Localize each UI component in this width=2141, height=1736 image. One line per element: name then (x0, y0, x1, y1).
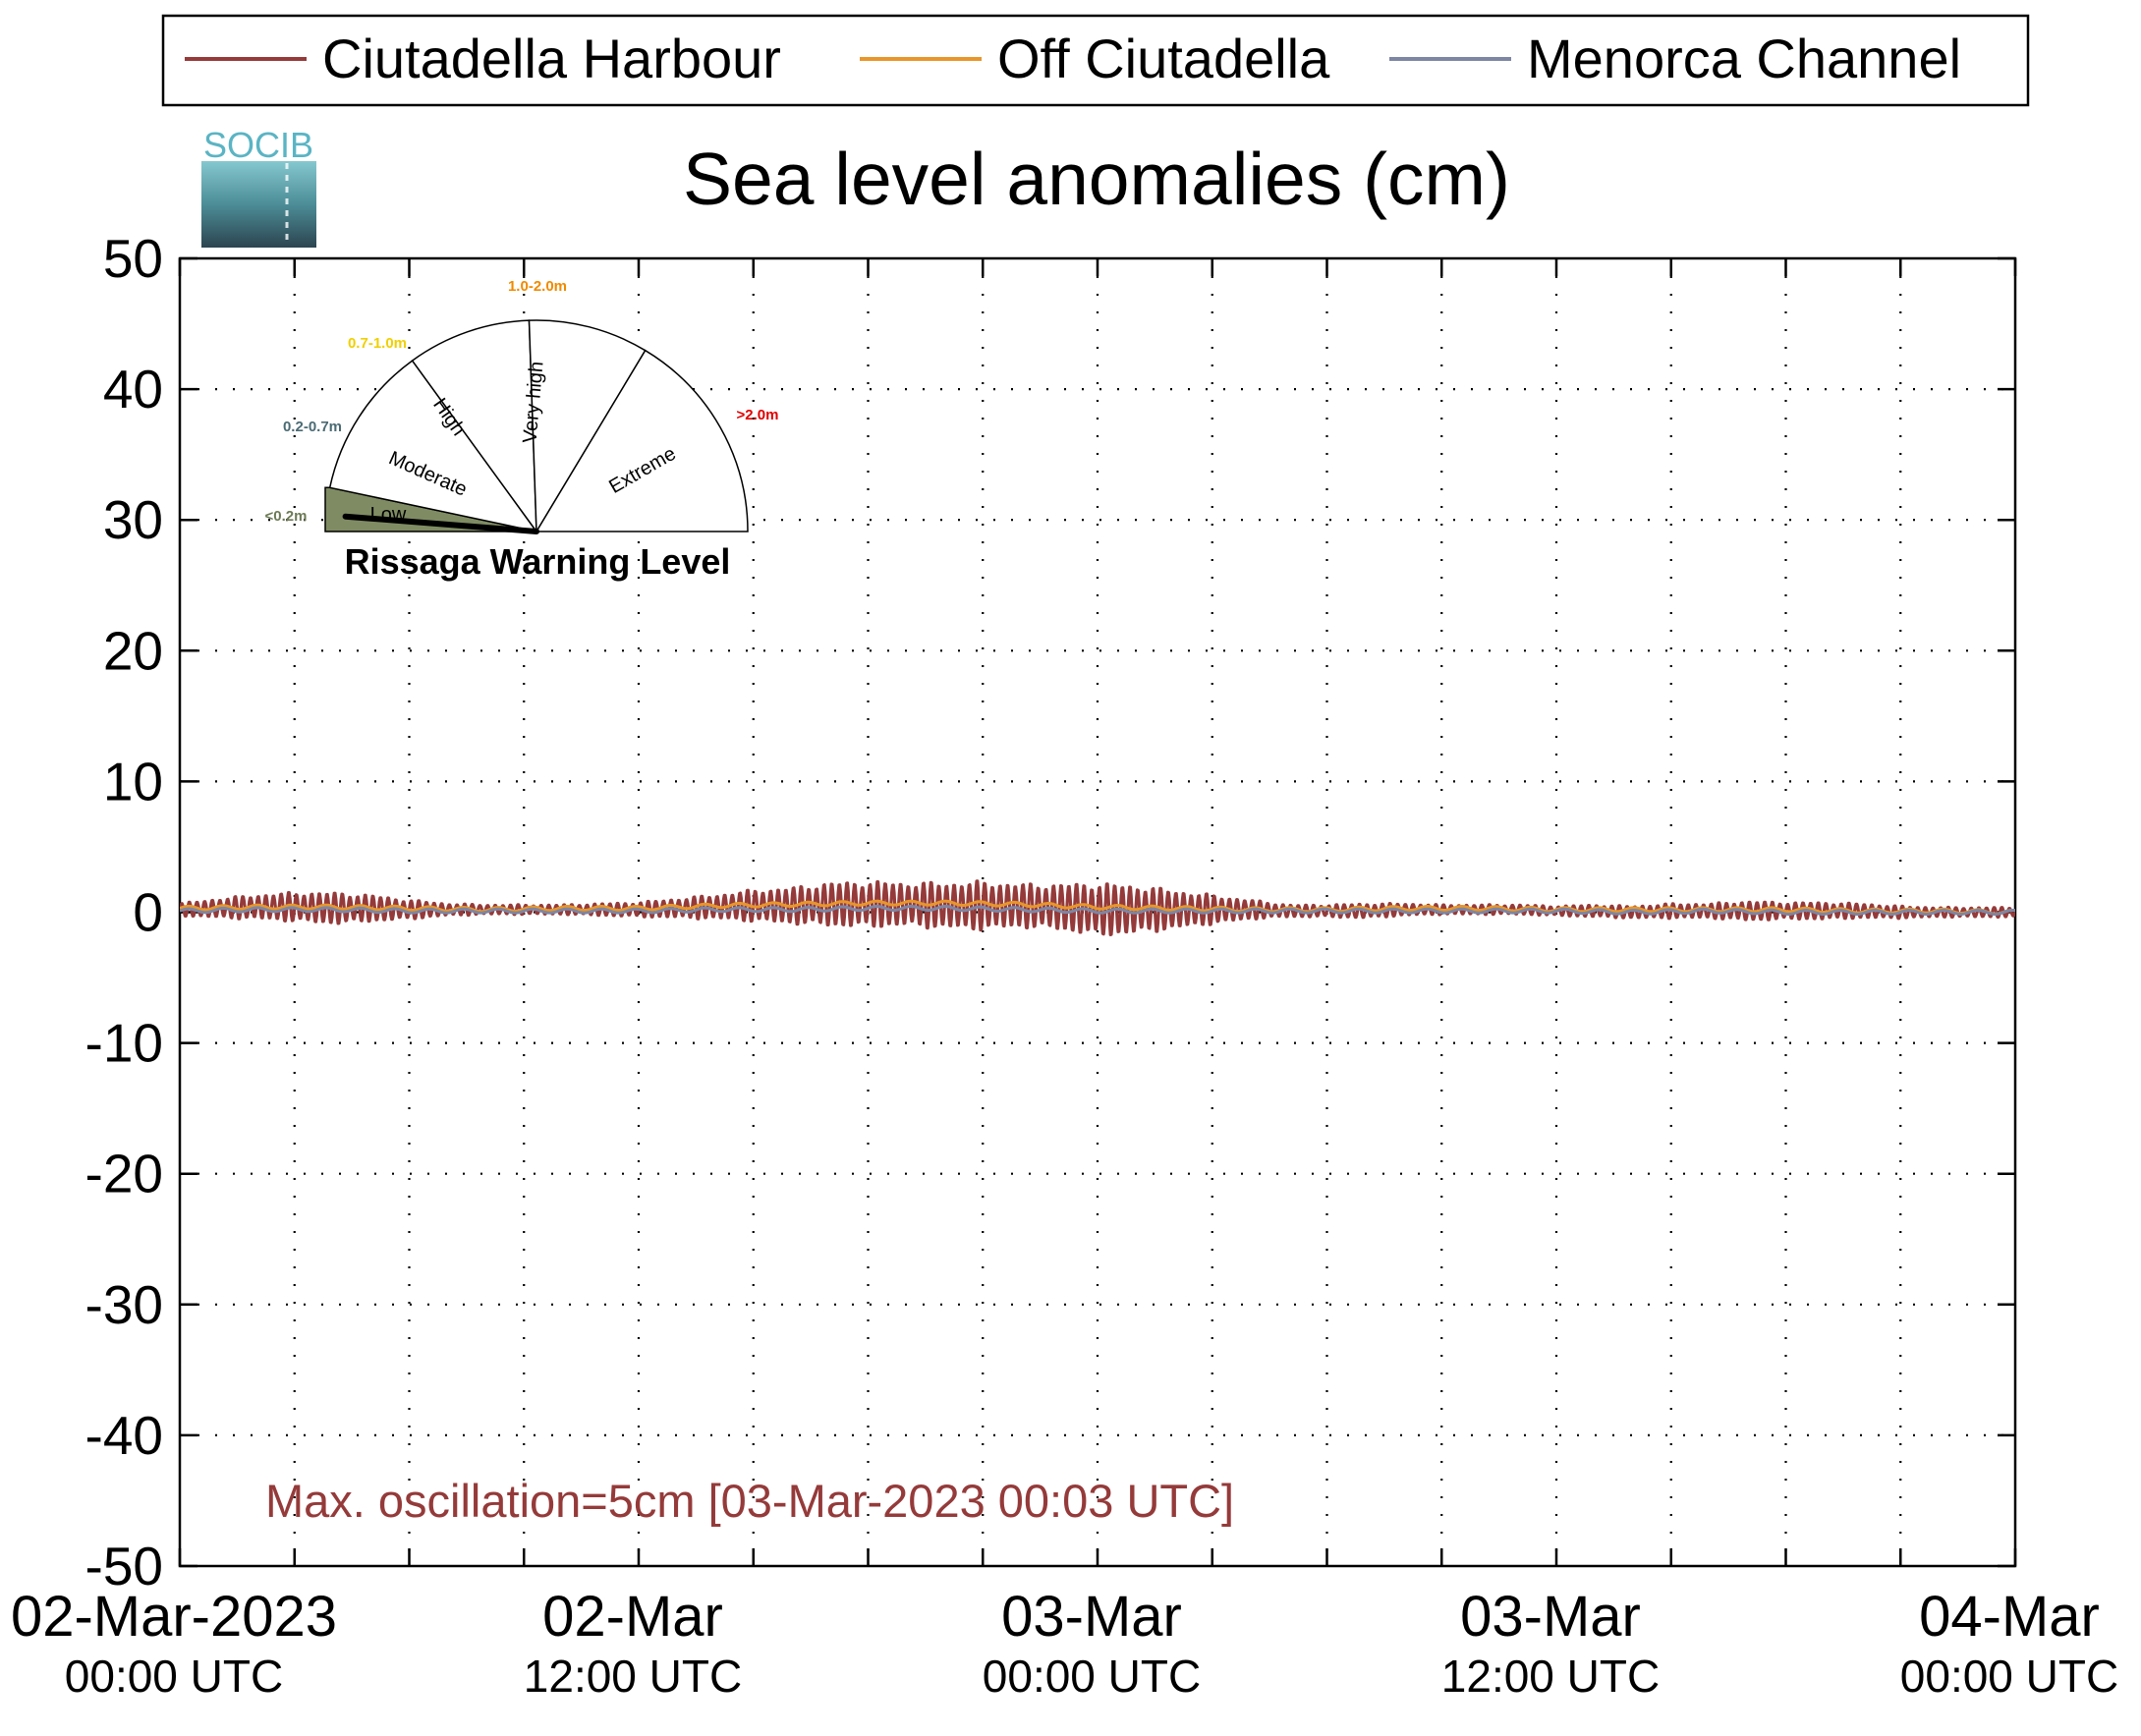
y-tick-label-9: -40 (85, 1405, 164, 1466)
x-tick-time-4: 00:00 UTC (1900, 1651, 2118, 1702)
x-tick-time-2: 00:00 UTC (983, 1651, 1201, 1702)
series-line-menorca-channel (180, 905, 2015, 916)
gauge-range-4: >2.0m (737, 407, 779, 423)
gauge-needle (342, 513, 539, 534)
chart-title: Sea level anomalies (cm) (683, 138, 1510, 220)
x-tick-date-1: 02-Mar (542, 1585, 723, 1649)
gauge-sector-moderate (328, 360, 538, 533)
y-tick-label-5: 0 (133, 882, 163, 943)
y-tick-label-1: 40 (103, 359, 163, 420)
x-tick-date-3: 03-Mar (1460, 1585, 1641, 1649)
x-tick-time-3: 12:00 UTC (1441, 1651, 1660, 1702)
y-tick-label-3: 20 (103, 620, 163, 681)
gauge-range-3: 1.0-2.0m (508, 278, 567, 295)
x-tick-date-4: 04-Mar (1919, 1585, 2100, 1649)
x-tick-time-0: 00:00 UTC (65, 1651, 283, 1702)
logo-mark (201, 161, 316, 248)
x-tick-time-1: 12:00 UTC (524, 1651, 742, 1702)
x-tick-date-2: 03-Mar (1001, 1585, 1182, 1649)
gauge-sector-very-high (528, 319, 647, 534)
y-tick-label-10: -50 (85, 1536, 164, 1596)
gauge-range-2: 0.7-1.0m (348, 335, 407, 352)
gauge-range-1: 0.2-0.7m (283, 419, 342, 435)
x-tick-date-0: 02-Mar-2023 (11, 1585, 337, 1649)
gauge-sector-extreme (535, 349, 749, 532)
legend-label-0: Ciutadella Harbour (322, 28, 781, 89)
gauge-sector-high (411, 319, 537, 534)
y-axis-tick-labels: 50 40 30 20 10 0 -10 -20 -30 -40 -50 (85, 228, 164, 1596)
socib-logo: SOCIB (201, 125, 316, 248)
y-tick-label-6: -10 (85, 1013, 164, 1074)
legend: Ciutadella Harbour Off Ciutadella Menorca … (161, 14, 2030, 107)
y-tick-label-8: -30 (85, 1274, 164, 1335)
y-tick-label-2: 30 (103, 489, 163, 550)
axis-ticks (178, 256, 2017, 1568)
series-lines (180, 879, 2015, 937)
legend-box (161, 14, 2030, 107)
y-tick-label-0: 50 (103, 228, 163, 289)
max-oscillation-annotation: Max. oscillation=5cm [03-Mar-2023 00:03 … (265, 1475, 1234, 1527)
legend-label-1: Off Ciutadella (997, 28, 1330, 89)
y-tick-label-7: -20 (85, 1144, 164, 1204)
legend-label-2: Menorca Channel (1527, 28, 1961, 89)
gauge-title: Rissaga Warning Level (345, 541, 731, 582)
logo-text: SOCIB (203, 125, 313, 165)
gauge-range-0: <0.2m (265, 508, 308, 525)
y-tick-label-4: 10 (103, 751, 163, 812)
